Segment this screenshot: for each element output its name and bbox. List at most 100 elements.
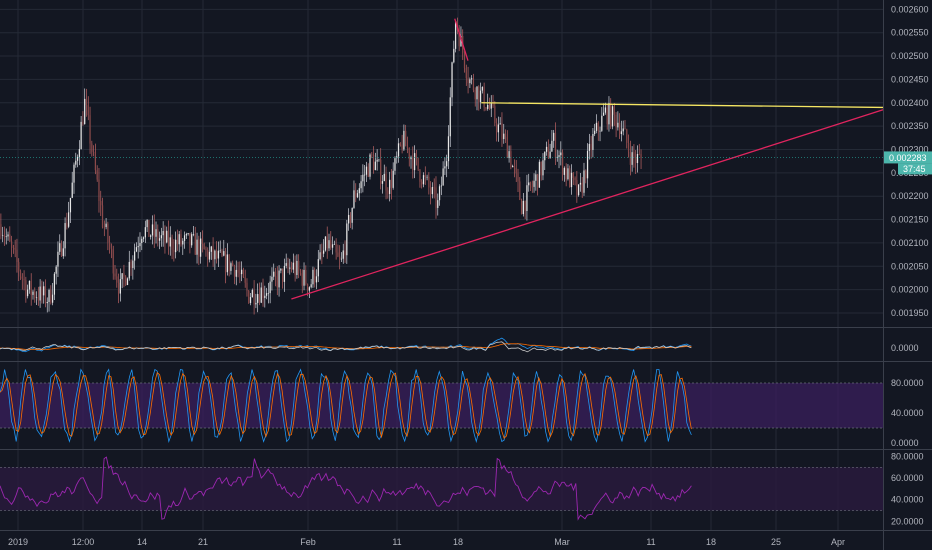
candle-body xyxy=(460,36,462,47)
price-y-tick-label: 0.002100 xyxy=(891,238,929,248)
candle-body xyxy=(428,176,430,188)
candle-body xyxy=(556,156,558,158)
candle-body xyxy=(232,263,234,266)
price-y-tick-label: 0.002600 xyxy=(891,4,929,14)
candle-body xyxy=(262,287,264,299)
candle-body xyxy=(483,86,485,108)
candle-body xyxy=(64,223,66,249)
x-tick-label: 12:00 xyxy=(72,537,95,547)
price-y-tick-label: 0.002200 xyxy=(891,191,929,201)
candle-body xyxy=(576,180,578,196)
candle-body xyxy=(440,185,442,187)
candle-body xyxy=(592,133,594,150)
candle-body xyxy=(490,103,492,109)
macd-series-3 xyxy=(0,341,692,353)
x-tick-label: 2019 xyxy=(8,537,28,547)
candle-body xyxy=(0,224,2,236)
stoch-y-tick-label: 80.0000 xyxy=(891,378,924,388)
candle-body xyxy=(237,269,239,273)
candle-body xyxy=(356,193,359,198)
price-y-tick-label: 0.002550 xyxy=(891,28,929,38)
candle-body xyxy=(353,190,355,208)
candle-body xyxy=(189,233,191,246)
candle-body xyxy=(180,234,182,245)
candle-body xyxy=(374,161,376,171)
candle-body xyxy=(105,223,107,228)
candle-body xyxy=(157,229,159,241)
candle-body xyxy=(224,251,227,273)
candle-body xyxy=(257,294,259,303)
candle-body xyxy=(424,175,426,177)
candle-body xyxy=(289,267,291,269)
candle-body xyxy=(469,79,471,84)
candle-body xyxy=(151,224,154,236)
candle-body xyxy=(274,271,277,277)
macd-panel: 0.0000 xyxy=(0,337,919,353)
candle-body xyxy=(547,146,549,158)
candle-body xyxy=(365,166,368,175)
candle-body xyxy=(7,234,9,237)
candle-body xyxy=(196,239,198,255)
candle-body xyxy=(595,122,598,131)
trendline-support[interactable] xyxy=(291,109,884,300)
rsi-y-tick-label: 60.0000 xyxy=(891,473,924,483)
candle-body xyxy=(3,235,6,238)
candle-body xyxy=(53,273,56,295)
candle-body xyxy=(142,237,145,239)
price-y-tick-label: 0.002450 xyxy=(891,74,929,84)
stoch-y-tick-label: 0.0000 xyxy=(891,438,919,448)
candle-body xyxy=(312,269,314,285)
candle-body xyxy=(488,104,491,109)
candle-body xyxy=(317,259,319,277)
candle-body xyxy=(187,233,189,235)
candle-body xyxy=(35,297,38,299)
candle-body xyxy=(287,263,289,269)
candle-body xyxy=(112,249,114,274)
candle-body xyxy=(371,154,373,156)
x-tick-label: 21 xyxy=(198,537,208,547)
candle-body xyxy=(182,240,184,245)
candle-body xyxy=(405,130,407,147)
candle-body xyxy=(463,52,466,68)
x-tick-label: 18 xyxy=(453,537,463,547)
candle-body xyxy=(406,146,409,149)
candle-body xyxy=(503,133,505,140)
candle-body xyxy=(487,104,489,109)
candle-body xyxy=(141,238,143,244)
candle-body xyxy=(413,153,416,171)
candle-body xyxy=(537,174,539,188)
candle-body xyxy=(260,287,262,303)
candle-body xyxy=(524,200,526,211)
trendline-drop[interactable] xyxy=(454,18,469,61)
candle-body xyxy=(453,48,455,63)
candle-body xyxy=(476,86,478,100)
candle-body xyxy=(508,151,510,159)
candle-body xyxy=(198,239,200,257)
candle-body xyxy=(208,251,211,260)
candle-body xyxy=(494,106,496,123)
candle-body xyxy=(139,243,141,247)
candle-body xyxy=(563,167,565,175)
candle-body xyxy=(458,29,460,47)
candle-body xyxy=(306,284,309,291)
candle-body xyxy=(308,287,311,291)
candle-body xyxy=(479,90,482,103)
candle-body xyxy=(171,237,173,250)
price-y-tick-label: 0.002000 xyxy=(891,285,929,295)
candle-body xyxy=(403,130,405,150)
candle-body xyxy=(599,130,601,132)
candle-body xyxy=(230,263,232,271)
candle-body xyxy=(597,122,599,131)
candle-body xyxy=(367,166,369,177)
x-tick-label: Mar xyxy=(554,537,570,547)
candle-body xyxy=(513,165,516,168)
candle-body xyxy=(41,286,43,296)
candle-body xyxy=(360,181,362,189)
candle-body xyxy=(378,159,380,161)
candle-body xyxy=(629,151,631,165)
rsi-series xyxy=(0,456,692,521)
candle-body xyxy=(492,103,494,107)
candle-body xyxy=(636,153,639,164)
trendline-resistance[interactable] xyxy=(481,102,884,109)
